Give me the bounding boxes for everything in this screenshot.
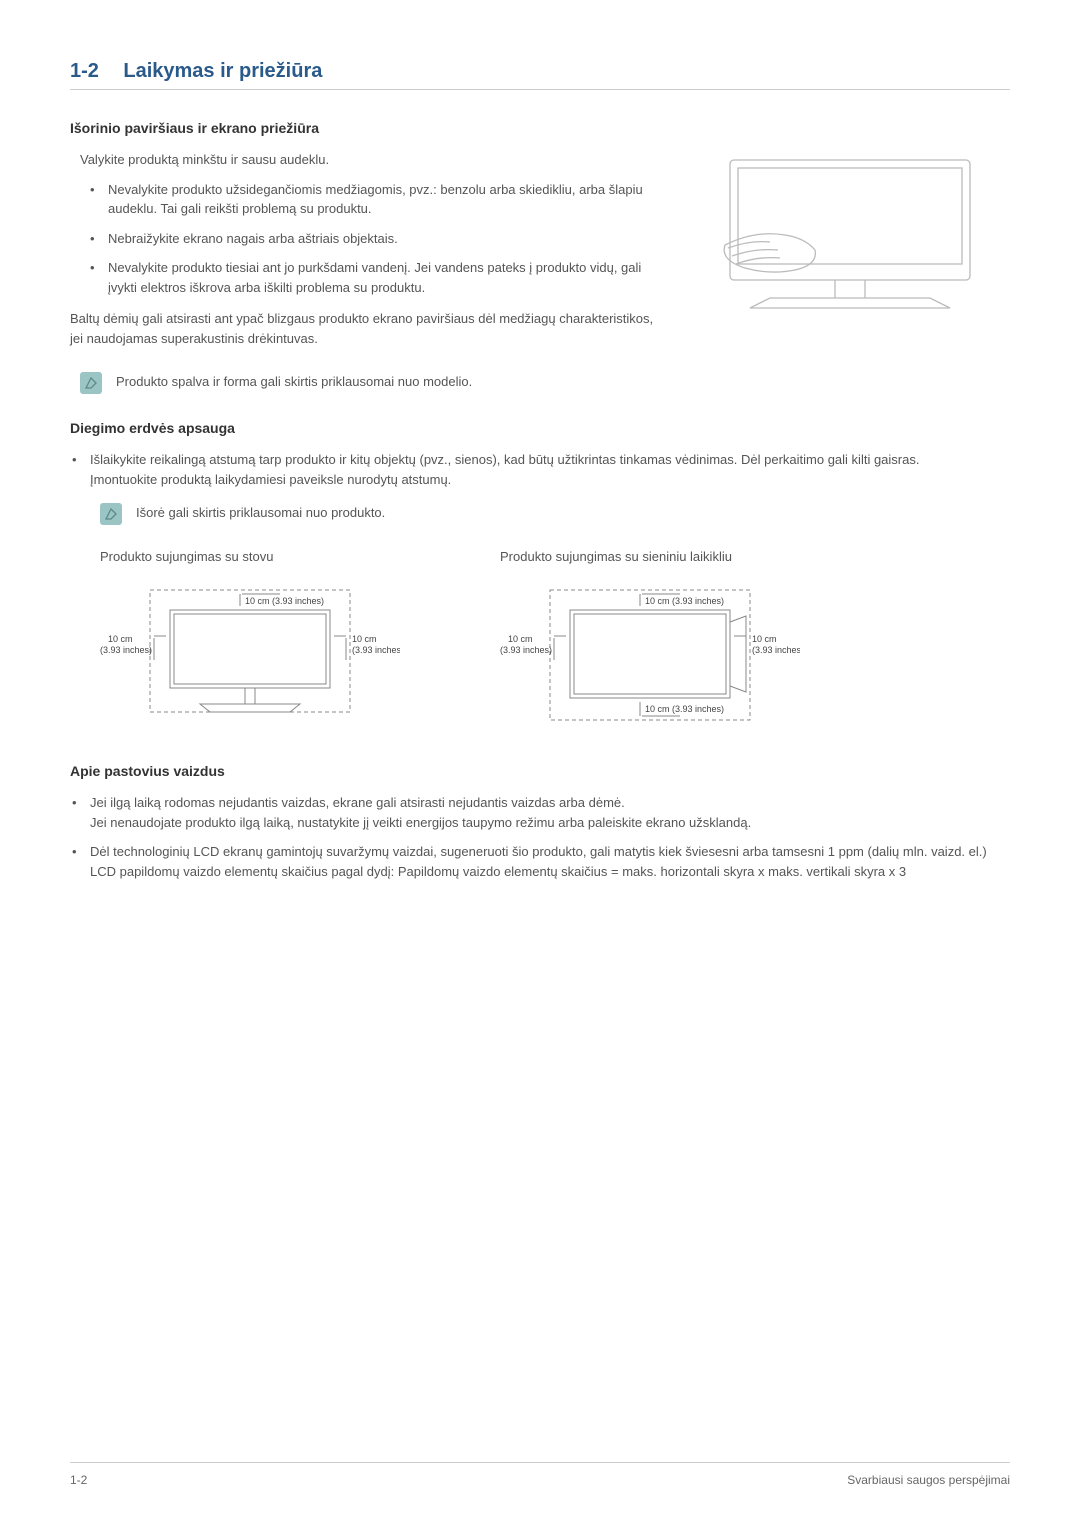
diagram-left-label-in: (3.93 inches) [100, 645, 152, 655]
footer-page-number: 1-2 [70, 1473, 87, 1487]
bullet-line: Įmontuokite produktą laikydamiesi paveik… [90, 470, 1010, 490]
diagram-top-label: 10 cm (3.93 inches) [245, 596, 324, 606]
bullet-line: Dėl technologinių LCD ekranų gamintojų s… [90, 842, 1010, 862]
diagram-right-label-cm: 10 cm [352, 634, 377, 644]
monitor-wipe-illustration [700, 150, 1000, 320]
diagram-right-label-cm: 10 cm [752, 634, 777, 644]
persistent-images-bullets: Jei ilgą laiką rodomas nejudantis vaizda… [70, 793, 1010, 881]
bullet-line: Jei nenaudojate produkto ilgą laiką, nus… [90, 813, 1010, 833]
surface-care-after: Baltų dėmių gali atsirasti ant ypač bliz… [70, 309, 660, 348]
installation-diagrams-row: Produkto sujungimas su stovu [100, 549, 1010, 737]
note-icon [80, 372, 102, 394]
section-header: 1-2 Laikymas ir priežiūra [70, 60, 1010, 90]
persistent-images-heading: Apie pastovius vaizdus [70, 763, 1010, 779]
stand-mount-diagram: 10 cm (3.93 inches) 10 cm (3.93 inches) … [100, 582, 400, 732]
diagram-left-label-cm: 10 cm [508, 634, 533, 644]
surface-care-heading: Išorinio paviršiaus ir ekrano priežiūra [70, 120, 1010, 136]
footer-section-name: Svarbiausi saugos perspėjimai [847, 1473, 1010, 1487]
bullet-line: LCD papildomų vaizdo elementų skaičius p… [90, 862, 1010, 882]
wall-mount-diagram: 10 cm (3.93 inches) 10 cm (3.93 inches) … [500, 582, 800, 732]
list-item: Išlaikykite reikalingą atstumą tarp prod… [72, 450, 1010, 489]
wall-mount-caption: Produkto sujungimas su sieniniu laikikli… [500, 549, 860, 564]
page-footer: 1-2 Svarbiausi saugos perspėjimai [70, 1462, 1010, 1487]
wall-mount-block: Produkto sujungimas su sieniniu laikikli… [500, 549, 860, 737]
persistent-images-section: Apie pastovius vaizdus Jei ilgą laiką ro… [70, 763, 1010, 881]
surface-care-note: Produkto spalva ir forma gali skirtis pr… [80, 372, 1010, 394]
bullet-line: Jei ilgą laiką rodomas nejudantis vaizda… [90, 793, 1010, 813]
diagram-left-label-in: (3.93 inches) [500, 645, 552, 655]
diagram-bottom-label: 10 cm (3.93 inches) [645, 704, 724, 714]
diagram-right-label-in: (3.93 inches) [352, 645, 400, 655]
note-text: Išorė gali skirtis priklausomai nuo prod… [136, 503, 385, 523]
installation-space-heading: Diegimo erdvės apsauga [70, 420, 1010, 436]
diagram-right-label-in: (3.93 inches) [752, 645, 800, 655]
list-item: Dėl technologinių LCD ekranų gamintojų s… [72, 842, 1010, 881]
list-item: Nevalykite produkto tiesiai ant jo purkš… [90, 258, 660, 297]
stand-mount-block: Produkto sujungimas su stovu [100, 549, 460, 737]
stand-mount-caption: Produkto sujungimas su stovu [100, 549, 460, 564]
section-title: Laikymas ir priežiūra [123, 60, 322, 82]
diagram-left-label-cm: 10 cm [108, 634, 133, 644]
section-number: 1-2 [70, 60, 99, 82]
diagram-top-label: 10 cm (3.93 inches) [645, 596, 724, 606]
list-item: Jei ilgą laiką rodomas nejudantis vaizda… [72, 793, 1010, 832]
note-icon [100, 503, 122, 525]
installation-space-bullets: Išlaikykite reikalingą atstumą tarp prod… [70, 450, 1010, 489]
bullet-line: Išlaikykite reikalingą atstumą tarp prod… [90, 450, 1010, 470]
installation-space-section: Diegimo erdvės apsauga Išlaikykite reika… [70, 420, 1010, 737]
surface-care-bullets: Nevalykite produkto užsidegančiomis medž… [70, 180, 660, 298]
surface-care-intro: Valykite produktą minkštu ir sausu audek… [80, 150, 660, 170]
surface-care-section: Išorinio paviršiaus ir ekrano priežiūra … [70, 120, 1010, 394]
surface-care-illustration-column [690, 150, 1010, 320]
note-text: Produkto spalva ir forma gali skirtis pr… [116, 372, 472, 392]
list-item: Nebraižykite ekrano nagais arba aštriais… [90, 229, 660, 249]
list-item: Nevalykite produkto užsidegančiomis medž… [90, 180, 660, 219]
installation-space-note: Išorė gali skirtis priklausomai nuo prod… [100, 503, 1010, 525]
surface-care-text-column: Valykite produktą minkštu ir sausu audek… [70, 150, 660, 358]
